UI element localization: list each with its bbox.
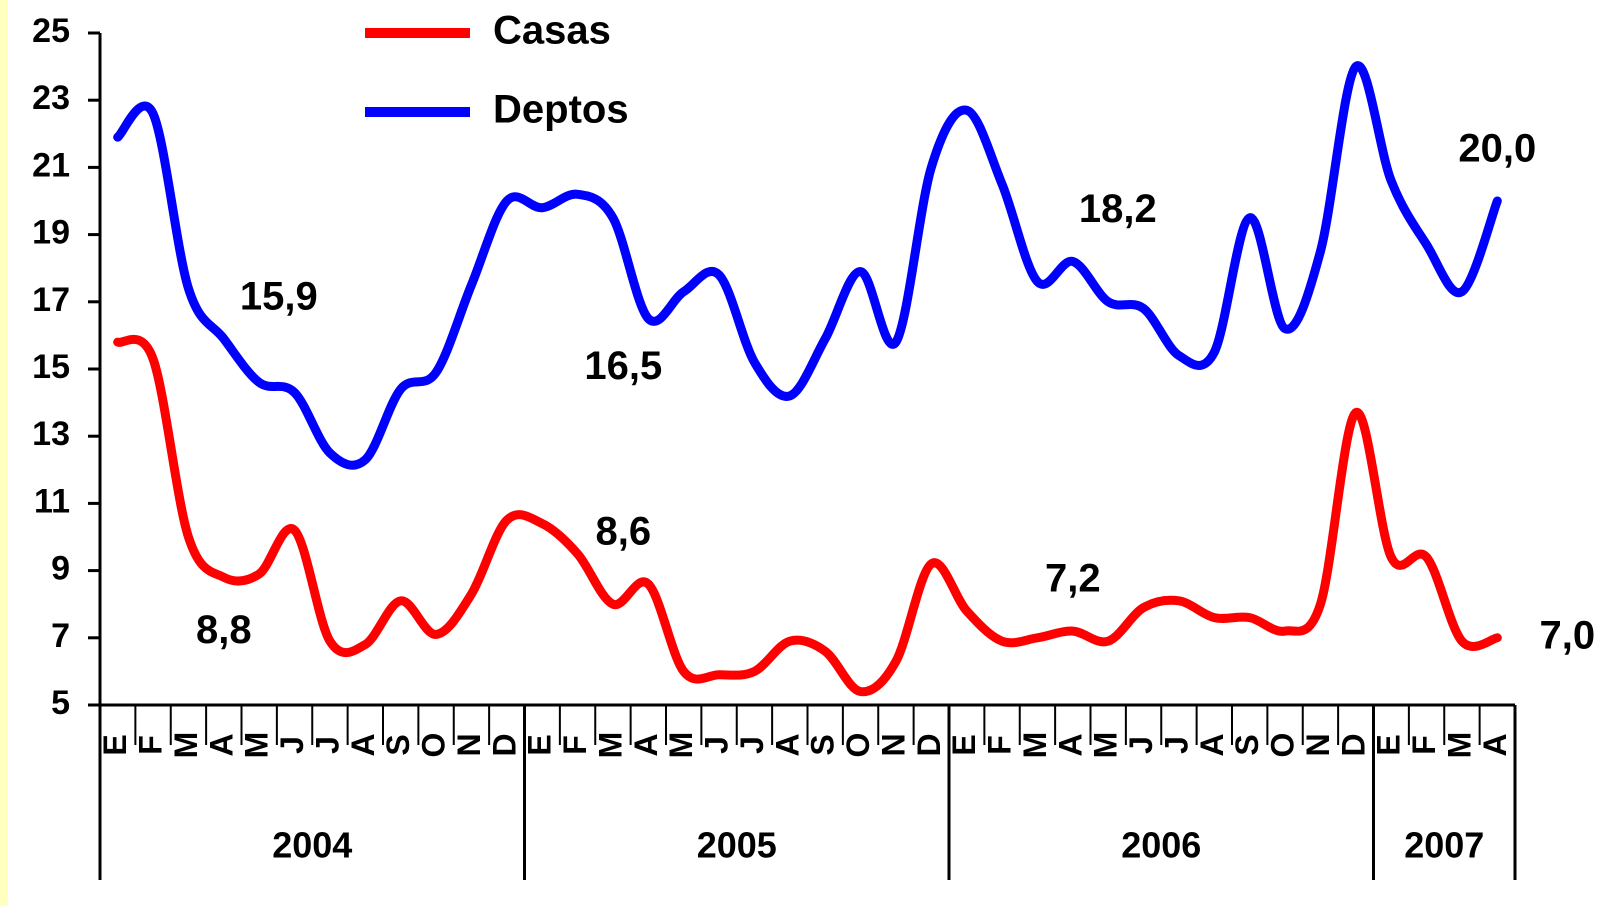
y-tick-label: 25 — [32, 12, 70, 50]
x-tick-label: A — [1052, 733, 1088, 756]
x-tick-label: D — [1335, 733, 1371, 756]
x-tick-label: J — [734, 736, 770, 754]
x-tick-label: S — [380, 734, 416, 755]
data-label: 20,0 — [1458, 127, 1536, 171]
x-tick-label: N — [451, 733, 487, 756]
x-tick-label: M — [239, 732, 275, 759]
x-tick-label: E — [1371, 734, 1407, 755]
x-tick-label: J — [309, 736, 345, 754]
line-series — [113, 61, 1502, 470]
y-tick-label: 7 — [51, 617, 70, 655]
x-tick-label: E — [97, 734, 133, 755]
x-tick-label: O — [1265, 733, 1301, 758]
x-tick-label: S — [1229, 734, 1265, 755]
y-tick-label: 11 — [34, 482, 70, 520]
data-label: 15,9 — [240, 274, 318, 318]
line-series — [113, 334, 1502, 697]
y-tick-label: 13 — [32, 415, 70, 453]
x-tick-label: F — [557, 735, 593, 755]
x-tick-label: J — [274, 736, 310, 754]
y-tick-label: 15 — [32, 348, 70, 386]
legend-label: Deptos — [493, 88, 629, 132]
year-label: 2007 — [1404, 825, 1484, 866]
y-tick-label: 5 — [51, 684, 70, 722]
x-tick-label: F — [982, 735, 1018, 755]
data-label: 7,2 — [1045, 557, 1101, 601]
x-tick-label: O — [840, 733, 876, 758]
left-strip — [0, 0, 8, 906]
data-label: 8,8 — [196, 608, 252, 652]
x-tick-label: A — [628, 733, 664, 756]
data-label: 7,0 — [1540, 613, 1596, 657]
y-tick-label: 9 — [51, 550, 70, 588]
x-tick-label: M — [592, 732, 628, 759]
year-label: 2005 — [697, 825, 777, 866]
year-label: 2004 — [272, 825, 352, 866]
x-tick-label: D — [486, 733, 522, 756]
x-tick-label: J — [1158, 736, 1194, 754]
x-tick-label: F — [1406, 735, 1442, 755]
x-tick-label: M — [168, 732, 204, 759]
x-tick-label: E — [522, 734, 558, 755]
x-tick-label: J — [699, 736, 735, 754]
x-tick-label: A — [1477, 733, 1513, 756]
x-tick-label: N — [875, 733, 911, 756]
x-tick-label: E — [946, 734, 982, 755]
x-tick-label: J — [1123, 736, 1159, 754]
legend-label: Casas — [493, 9, 611, 53]
x-tick-label: N — [1300, 733, 1336, 756]
data-label: 16,5 — [584, 344, 662, 388]
x-tick-label: A — [203, 733, 239, 756]
x-tick-label: A — [769, 733, 805, 756]
x-tick-label: M — [663, 732, 699, 759]
data-label: 18,2 — [1079, 187, 1157, 231]
y-tick-label: 23 — [32, 79, 70, 117]
x-tick-label: S — [805, 734, 841, 755]
x-tick-label: A — [1194, 733, 1230, 756]
x-tick-label: D — [911, 733, 947, 756]
x-tick-label: F — [133, 735, 169, 755]
x-tick-label: M — [1017, 732, 1053, 759]
data-label: 8,6 — [596, 510, 652, 554]
y-tick-label: 21 — [32, 146, 70, 184]
year-label: 2006 — [1121, 825, 1201, 866]
x-tick-label: A — [345, 733, 381, 756]
y-tick-label: 19 — [32, 214, 70, 252]
x-tick-label: M — [1441, 732, 1477, 759]
y-tick-label: 17 — [32, 281, 70, 319]
x-tick-label: O — [416, 733, 452, 758]
x-tick-label: M — [1088, 732, 1124, 759]
